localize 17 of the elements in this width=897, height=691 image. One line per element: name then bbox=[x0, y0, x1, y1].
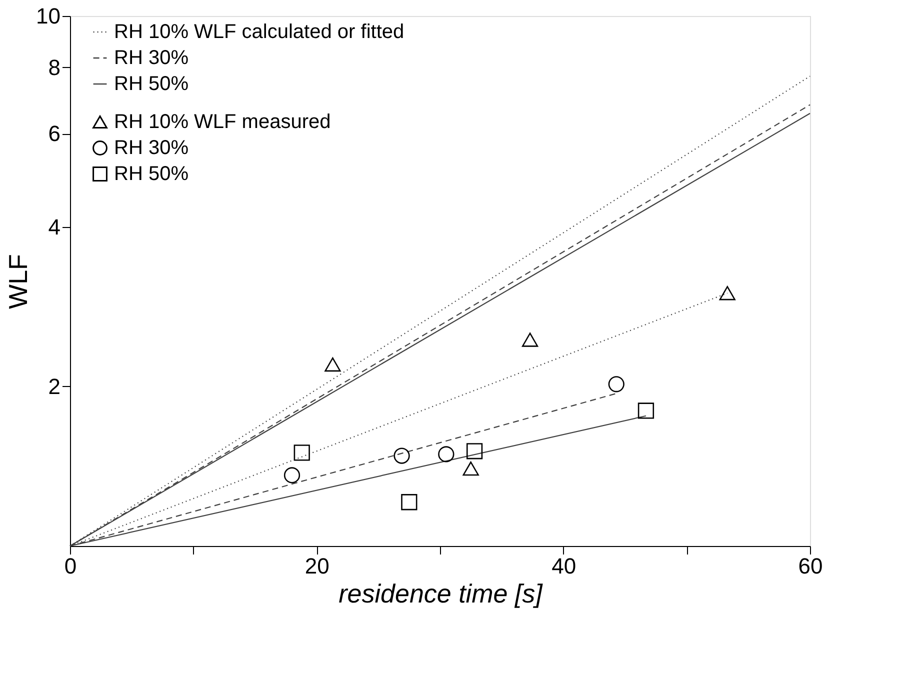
y-tick-label: 8 bbox=[48, 54, 60, 80]
legend-label: RH 30% bbox=[114, 137, 189, 159]
x-tick-label: 60 bbox=[798, 554, 823, 578]
legend-label: RH 50% bbox=[114, 163, 189, 185]
x-tick-label: 0 bbox=[64, 554, 77, 578]
x-tick-label: 20 bbox=[304, 554, 330, 578]
legend-label: RH 30% bbox=[114, 47, 189, 69]
y-tick-label: 4 bbox=[48, 214, 60, 240]
y-axis-title: WLF bbox=[3, 254, 34, 309]
y-tick-label: 6 bbox=[48, 121, 60, 146]
x-axis-title: residence time [s] bbox=[338, 578, 544, 608]
legend-label: RH 50% bbox=[114, 73, 189, 95]
legend-label: RH 10% WLF calculated or fitted bbox=[114, 21, 404, 43]
legend-label: RH 10% WLF measured bbox=[114, 111, 331, 133]
y-tick-label: 10 bbox=[36, 4, 60, 28]
x-tick-label: 40 bbox=[552, 554, 576, 578]
y-tick-label: 2 bbox=[48, 374, 60, 399]
